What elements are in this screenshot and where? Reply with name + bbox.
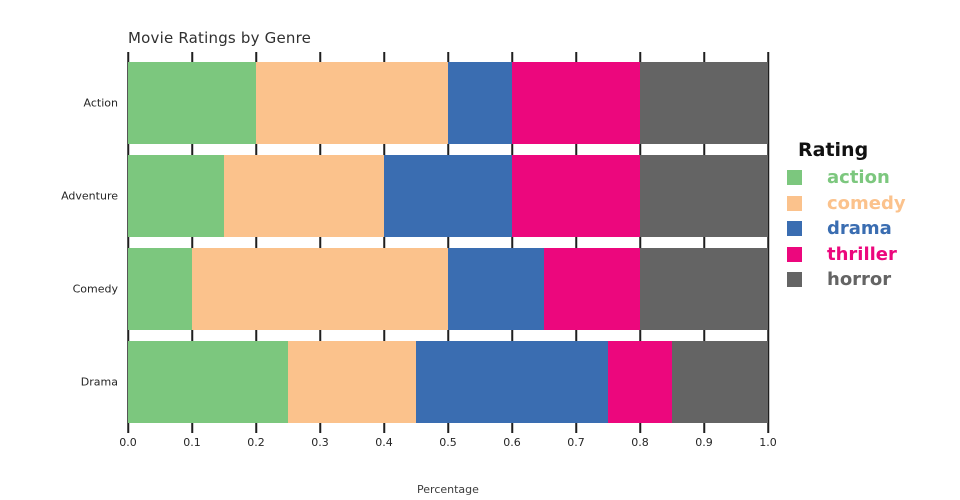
gridline xyxy=(191,52,193,433)
legend-item-thriller: thriller xyxy=(787,242,952,268)
plot-area xyxy=(127,52,769,433)
legend-label-thriller: thriller xyxy=(827,243,897,265)
gridline xyxy=(383,52,385,433)
x-axis-tick-label-0.6: 0.6 xyxy=(503,436,521,449)
bar-segment-action-horror xyxy=(640,62,768,144)
legend-title: Rating xyxy=(798,139,869,161)
bar-segment-drama-horror xyxy=(672,341,768,423)
bar-segment-adventure-thriller xyxy=(512,155,640,237)
x-axis-tick-label-0.5: 0.5 xyxy=(439,436,457,449)
gridline xyxy=(703,52,705,433)
legend-swatch-comedy xyxy=(787,195,802,211)
bar-segment-action-thriller xyxy=(512,62,640,144)
bar-row-drama xyxy=(128,341,768,423)
bar-segment-adventure-horror xyxy=(640,155,768,237)
y-axis-labels: Action Adventure Comedy Drama xyxy=(0,0,118,500)
gridline xyxy=(639,52,641,433)
bar-row-comedy xyxy=(128,248,768,330)
chart-title: Movie Ratings by Genre xyxy=(128,29,312,47)
bars-layer xyxy=(128,52,768,433)
gridline xyxy=(319,52,321,433)
x-axis-tick-label-0.3: 0.3 xyxy=(311,436,329,449)
x-axis-tick-label-0.1: 0.1 xyxy=(183,436,201,449)
y-axis-label-action: Action xyxy=(83,96,118,110)
gridline xyxy=(127,52,129,433)
x-axis-tick-label-0.7: 0.7 xyxy=(567,436,585,449)
gridline xyxy=(767,52,769,433)
legend-swatch-horror xyxy=(787,272,802,288)
legend-item-drama: drama xyxy=(787,216,952,242)
bar-segment-comedy-thriller xyxy=(544,248,640,330)
bar-segment-drama-thriller xyxy=(608,341,672,423)
legend-swatch-drama xyxy=(787,221,802,237)
legend-swatch-thriller xyxy=(787,246,802,262)
bar-segment-action-action xyxy=(128,62,256,144)
legend-items: action comedy drama thriller horror xyxy=(787,165,952,293)
bar-segment-drama-action xyxy=(128,341,288,423)
legend-label-action: action xyxy=(827,167,890,189)
x-axis-tick-label-0.2: 0.2 xyxy=(247,436,265,449)
x-axis-tick-label-0.9: 0.9 xyxy=(695,436,713,449)
bar-segment-adventure-action xyxy=(128,155,224,237)
legend: Rating action comedy drama thriller horror xyxy=(787,139,952,293)
legend-item-action: action xyxy=(787,165,952,191)
legend-item-comedy: comedy xyxy=(787,191,952,217)
gridline xyxy=(447,52,449,433)
bar-segment-comedy-comedy xyxy=(192,248,448,330)
y-axis-label-adventure: Adventure xyxy=(61,189,118,203)
bar-segment-action-comedy xyxy=(256,62,448,144)
bar-segment-drama-drama xyxy=(416,341,608,423)
gridline xyxy=(255,52,257,433)
bar-segment-comedy-action xyxy=(128,248,192,330)
legend-swatch-action xyxy=(787,170,802,186)
bar-row-action xyxy=(128,62,768,144)
x-axis-tick-label-0.8: 0.8 xyxy=(631,436,649,449)
bar-row-adventure xyxy=(128,155,768,237)
bar-segment-comedy-horror xyxy=(640,248,768,330)
legend-label-drama: drama xyxy=(827,218,892,240)
x-axis-tick-label-0.4: 0.4 xyxy=(375,436,393,449)
bar-segment-drama-comedy xyxy=(288,341,416,423)
legend-item-horror: horror xyxy=(787,267,952,293)
x-axis-tick-labels: 0.0 0.1 0.2 0.3 0.4 0.5 0.6 0.7 0.8 0.9 1.0 xyxy=(119,436,777,450)
gridlines-layer xyxy=(127,52,769,433)
y-axis-label-comedy: Comedy xyxy=(72,282,118,296)
y-axis-label-drama: Drama xyxy=(80,375,118,389)
legend-label-comedy: comedy xyxy=(827,192,906,214)
x-axis-tick-label-0.0: 0.0 xyxy=(119,436,137,449)
gridline xyxy=(575,52,577,433)
bar-segment-comedy-drama xyxy=(448,248,544,330)
x-axis-title: Percentage xyxy=(417,483,479,496)
bar-segment-adventure-drama xyxy=(384,155,512,237)
x-axis-tick-label-1.0: 1.0 xyxy=(759,436,777,449)
gridline xyxy=(511,52,513,433)
bar-segment-action-drama xyxy=(448,62,512,144)
legend-label-horror: horror xyxy=(827,269,892,291)
bar-segment-adventure-comedy xyxy=(224,155,384,237)
